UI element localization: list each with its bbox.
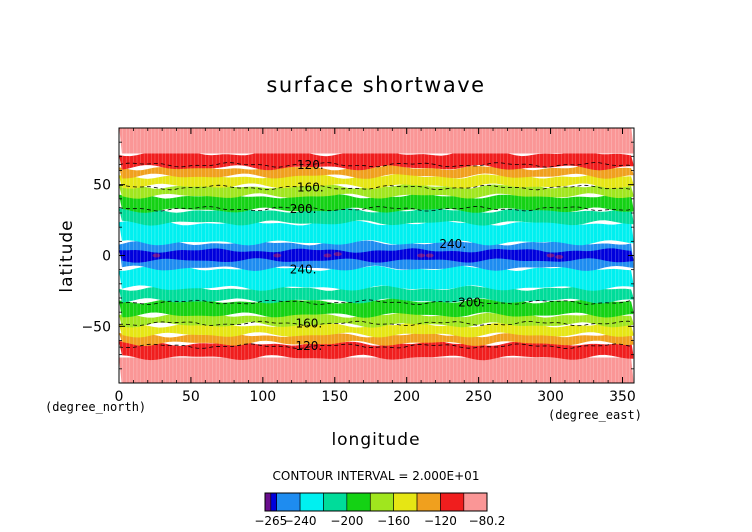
- colorbar-tick-label: −200: [330, 514, 363, 528]
- maximum-spot-7: [555, 254, 564, 259]
- lat-band-0: [119, 357, 634, 383]
- lat-band-13: [119, 173, 634, 189]
- lat-band-11: [119, 193, 634, 213]
- contour-line-2: [119, 205, 633, 212]
- maximum-spot-5: [425, 253, 434, 258]
- colorbar-swatch: [463, 492, 488, 512]
- lat-band-15: [119, 150, 634, 171]
- lat-band-9: [119, 220, 634, 246]
- colorbar-frame: [264, 492, 488, 512]
- maximum-spot-0: [152, 253, 161, 258]
- x-tick-label: 150: [321, 389, 348, 405]
- colorbar-swatch: [346, 492, 371, 512]
- y-tick-label: −50: [81, 319, 111, 335]
- lat-band-1: [119, 340, 634, 361]
- lat-band-7: [119, 265, 634, 291]
- lat-band-12: [119, 183, 634, 199]
- contour-label: 240.: [290, 263, 317, 277]
- plot-area: 120. 160. 200. 240. 240. 200. 160. 120.: [118, 127, 635, 384]
- colorbar-tick-label: −120: [424, 514, 457, 528]
- colorbar-tick-label: −160: [377, 514, 410, 528]
- contour-line-5: [119, 343, 633, 349]
- contour-label: 200.: [458, 295, 485, 309]
- lat-band-2: [119, 332, 634, 346]
- y-tick-label: 50: [93, 178, 111, 194]
- x-tick-label: 200: [393, 389, 420, 405]
- colorbar-swatch: [416, 492, 441, 512]
- lat-band-16: [119, 128, 634, 154]
- colorbar-swatch: [369, 492, 394, 512]
- y-units-label: (degree_north): [45, 400, 146, 414]
- colorbar-swatch: [264, 492, 272, 512]
- contour-line-1: [119, 184, 633, 191]
- contour-line-3: [119, 299, 633, 305]
- lat-band-3: [119, 322, 634, 338]
- colorbar-swatch: [270, 492, 277, 512]
- x-tick-label: 0: [115, 389, 124, 405]
- contour-label: 200.: [290, 202, 317, 216]
- colorbar-swatch: [323, 492, 348, 512]
- contour-label: 120.: [296, 339, 323, 353]
- colorbar-swatch: [299, 492, 324, 512]
- chart-title: surface shortwave: [266, 73, 485, 97]
- x-tick-label: 50: [182, 389, 200, 405]
- contour-interval-text: CONTOUR INTERVAL = 2.000E+01: [273, 469, 480, 483]
- colorbar-tick-label: −80.2: [469, 514, 506, 528]
- y-axis: 50 0 −50: [81, 141, 634, 370]
- colorbar-tick-label: −240: [284, 514, 317, 528]
- x-tick-label: 300: [537, 389, 564, 405]
- contour-line-0: [119, 162, 633, 168]
- colorbar-swatch: [393, 492, 418, 512]
- x-axis: 0 50 100 150 200 250 300 350: [115, 128, 636, 405]
- contour-label: 240.: [439, 237, 466, 251]
- y-axis-label: latitude: [57, 219, 77, 292]
- x-axis-label: longitude: [331, 430, 420, 450]
- contour-label: 160.: [297, 181, 324, 195]
- maximum-spot-3: [333, 252, 342, 257]
- x-tick-label: 100: [249, 389, 276, 405]
- contour-label: 120.: [297, 158, 324, 172]
- contour-line-4: [119, 320, 633, 327]
- x-tick-label: 350: [609, 389, 636, 405]
- x-units-label: (degree_east): [548, 408, 642, 422]
- colorbar-swatch: [276, 492, 301, 512]
- lat-band-10: [119, 207, 634, 226]
- lat-band-5: [119, 298, 634, 318]
- equatorial-core-band: [119, 248, 634, 263]
- y-tick-label: 0: [102, 249, 111, 265]
- colorbar-swatch: [440, 492, 465, 512]
- x-tick-label: 250: [465, 389, 492, 405]
- lat-band-4: [119, 312, 634, 328]
- field-layer: [119, 128, 634, 383]
- contour-label: 160.: [296, 317, 323, 331]
- colorbar-tick-label: −265: [254, 514, 287, 528]
- colorbar: −265−240 −200 −160 −120 −80.2: [254, 492, 506, 528]
